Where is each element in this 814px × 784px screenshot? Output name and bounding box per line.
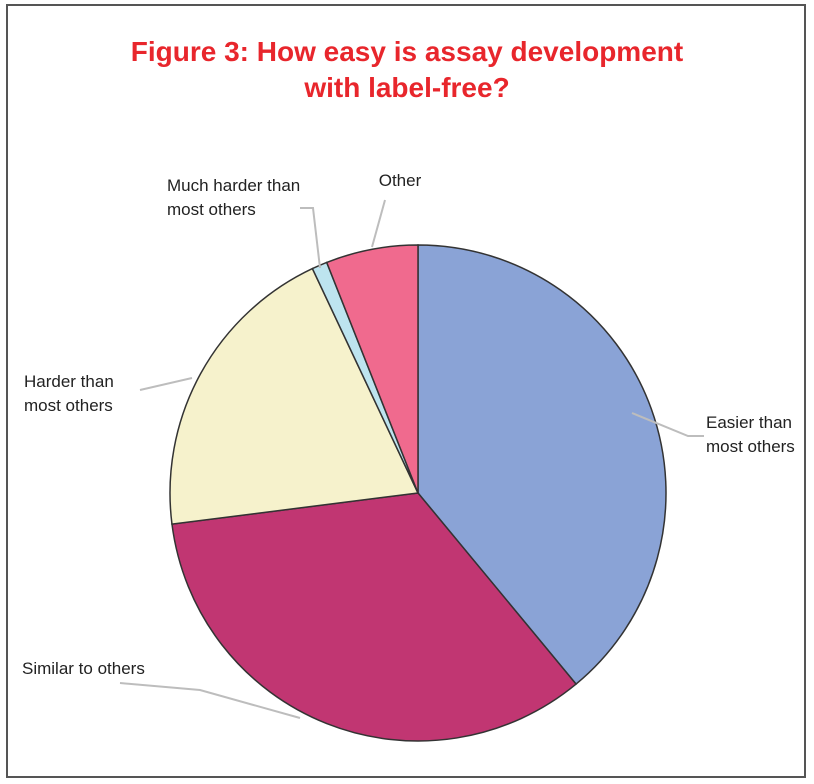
slice-label-line: Much harder than: [167, 176, 300, 195]
chart-title: Figure 3: How easy is assay development …: [0, 34, 814, 106]
slice-label: Much harder than most others: [167, 176, 300, 219]
leader-line: [119, 682, 301, 719]
slice-label-line: Other: [379, 171, 422, 190]
pie-slice-easier-than-most-others: [417, 244, 667, 686]
pie-slice-harder-than-most-others: [169, 267, 420, 525]
chart-title-line-1: Figure 3: How easy is assay development: [130, 36, 684, 67]
leader-line: [300, 207, 321, 269]
leader-line: [139, 377, 193, 391]
slice-label-line: Easier than: [706, 413, 792, 432]
chart-title-line-2: with label-free?: [304, 72, 510, 103]
slice-label: Harder than most others: [24, 372, 114, 415]
slice-label-line: most others: [24, 396, 113, 415]
slice-label: Easier than most others: [706, 413, 795, 456]
slice-label: Similar to others: [22, 659, 145, 678]
pie-slice-similar-to-others: [171, 492, 578, 742]
slice-label-line: most others: [167, 200, 256, 219]
leader-line: [371, 199, 386, 248]
slice-label-line: Harder than: [24, 372, 114, 391]
pie-slices: [169, 244, 667, 742]
slice-label-line: most others: [706, 437, 795, 456]
slice-label-line: Similar to others: [22, 659, 145, 678]
leader-line: [631, 412, 704, 437]
slice-label: Other: [379, 171, 422, 190]
pie-slice-other: [325, 244, 419, 494]
